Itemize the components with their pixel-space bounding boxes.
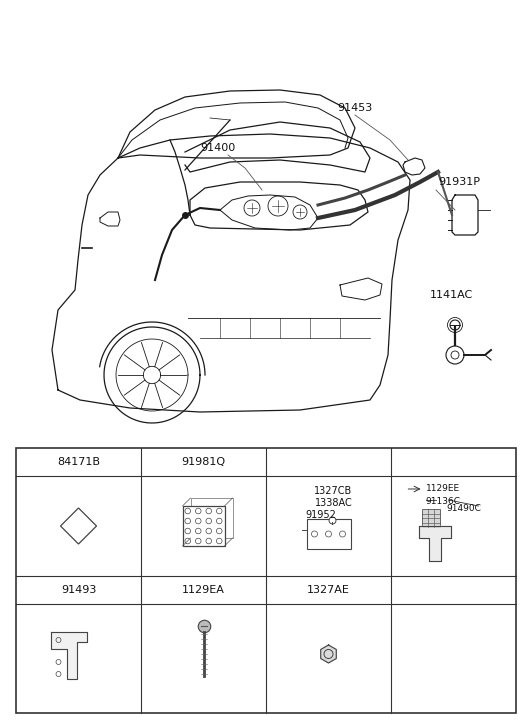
Text: 91493: 91493 (61, 585, 96, 595)
Text: 91490C: 91490C (447, 504, 481, 513)
Text: 91981Q: 91981Q (181, 457, 226, 467)
Circle shape (217, 518, 222, 523)
Polygon shape (51, 632, 87, 679)
Text: 1141AC: 1141AC (430, 290, 473, 300)
Text: 91400: 91400 (201, 143, 236, 153)
Circle shape (185, 529, 190, 534)
Text: 1129EA: 1129EA (182, 585, 225, 595)
Bar (182, 506, 225, 546)
Text: 91453: 91453 (337, 103, 372, 113)
Circle shape (217, 529, 222, 534)
Text: 91952: 91952 (305, 510, 336, 520)
Circle shape (195, 518, 201, 523)
Circle shape (217, 538, 222, 544)
Bar (190, 498, 232, 538)
Text: 1129EE: 1129EE (426, 484, 460, 493)
Circle shape (185, 518, 190, 523)
Polygon shape (321, 645, 336, 663)
Circle shape (217, 508, 222, 514)
Circle shape (185, 538, 190, 544)
Circle shape (206, 518, 212, 523)
Text: 91931P: 91931P (438, 177, 480, 187)
Text: 1338AC: 1338AC (314, 498, 352, 508)
Text: 1327CB: 1327CB (314, 486, 353, 496)
Circle shape (185, 508, 190, 514)
Circle shape (195, 538, 201, 544)
Circle shape (206, 538, 212, 544)
Circle shape (206, 529, 212, 534)
Circle shape (206, 508, 212, 514)
Circle shape (195, 508, 201, 514)
Text: 91136C: 91136C (426, 497, 461, 506)
Bar (306, 519, 351, 549)
Text: 1327AE: 1327AE (307, 585, 350, 595)
Bar (16, 448, 516, 713)
Bar (421, 509, 439, 527)
Circle shape (195, 529, 201, 534)
Polygon shape (419, 526, 451, 561)
Text: 84171B: 84171B (57, 457, 100, 467)
